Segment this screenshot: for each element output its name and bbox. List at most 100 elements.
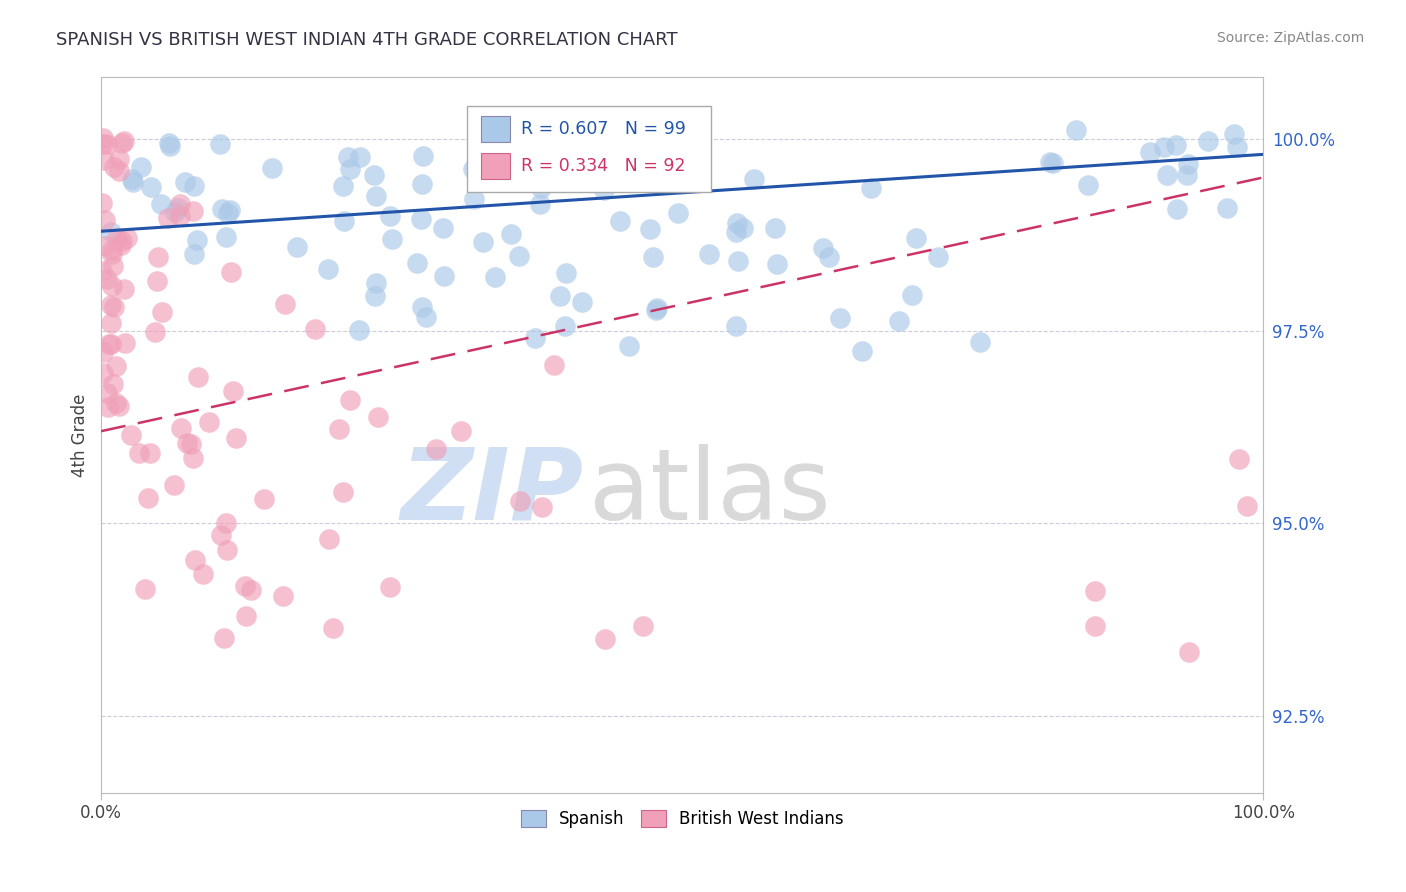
Point: [197, 415, 219, 429]
Point: [105, 231, 128, 245]
Point: [233, 579, 256, 593]
Point: [218, 202, 240, 217]
Point: [811, 242, 834, 256]
Point: [91, 131, 114, 145]
Text: atlas: atlas: [589, 443, 831, 541]
Point: [484, 269, 506, 284]
Point: [529, 197, 551, 211]
Point: [1226, 139, 1249, 153]
Point: [121, 171, 143, 186]
Point: [209, 528, 232, 542]
Point: [143, 325, 166, 339]
Text: ZIP: ZIP: [401, 443, 583, 541]
Point: [211, 202, 233, 217]
Point: [91, 195, 114, 210]
Point: [1153, 139, 1175, 153]
Point: [217, 206, 239, 220]
Point: [91, 136, 114, 151]
Y-axis label: 4th Grade: 4th Grade: [72, 393, 89, 476]
Point: [347, 323, 370, 337]
Point: [240, 583, 263, 598]
Point: [111, 136, 134, 150]
Point: [411, 177, 433, 191]
Point: [101, 243, 124, 257]
Point: [108, 164, 131, 178]
Point: [169, 421, 191, 435]
Point: [1227, 452, 1250, 467]
Point: [103, 300, 125, 314]
Point: [828, 310, 851, 325]
Point: [640, 222, 662, 236]
Point: [184, 552, 207, 566]
Text: SPANISH VS BRITISH WEST INDIAN 4TH GRADE CORRELATION CHART: SPANISH VS BRITISH WEST INDIAN 4TH GRADE…: [56, 31, 678, 49]
Point: [103, 161, 125, 175]
Point: [463, 193, 485, 207]
Point: [593, 632, 616, 646]
Point: [183, 247, 205, 261]
Point: [543, 358, 565, 372]
Point: [187, 370, 209, 384]
Point: [363, 289, 385, 303]
Point: [215, 516, 238, 531]
Point: [322, 621, 344, 635]
Point: [253, 491, 276, 506]
Point: [860, 180, 883, 194]
Point: [260, 161, 283, 175]
Point: [724, 225, 747, 239]
Point: [472, 235, 495, 250]
Point: [212, 632, 235, 646]
Point: [112, 282, 135, 296]
Point: [450, 424, 472, 438]
Point: [969, 334, 991, 349]
Point: [91, 344, 114, 359]
Point: [139, 180, 162, 194]
Point: [548, 288, 571, 302]
Point: [499, 227, 522, 241]
Point: [645, 301, 668, 316]
Point: [631, 619, 654, 633]
Point: [94, 213, 117, 227]
Point: [97, 400, 120, 414]
Point: [380, 209, 402, 223]
Point: [136, 491, 159, 505]
Point: [235, 608, 257, 623]
Point: [111, 234, 134, 248]
Point: [304, 322, 326, 336]
Point: [93, 153, 115, 167]
Point: [121, 175, 143, 189]
Point: [339, 162, 361, 177]
Point: [146, 250, 169, 264]
Text: R = 0.607   N = 99: R = 0.607 N = 99: [520, 120, 686, 138]
Point: [117, 231, 139, 245]
Point: [555, 266, 578, 280]
Point: [105, 396, 128, 410]
Point: [193, 566, 215, 581]
Point: [159, 139, 181, 153]
Point: [725, 216, 748, 230]
Point: [432, 221, 454, 235]
Point: [114, 336, 136, 351]
Point: [411, 300, 433, 314]
Point: [363, 168, 385, 182]
Point: [554, 160, 576, 174]
Point: [215, 543, 238, 558]
Point: [101, 278, 124, 293]
Point: [337, 150, 360, 164]
Point: [668, 163, 690, 178]
Point: [176, 435, 198, 450]
Point: [174, 175, 197, 189]
Point: [1178, 645, 1201, 659]
Point: [100, 316, 122, 330]
Point: [108, 152, 131, 166]
Point: [817, 250, 839, 264]
FancyBboxPatch shape: [467, 106, 711, 192]
Point: [593, 183, 616, 197]
Point: [222, 384, 245, 398]
Point: [1198, 134, 1220, 148]
Point: [332, 178, 354, 193]
Point: [644, 302, 666, 317]
Point: [641, 251, 664, 265]
Point: [901, 287, 924, 301]
Point: [765, 220, 787, 235]
Point: [415, 310, 437, 324]
